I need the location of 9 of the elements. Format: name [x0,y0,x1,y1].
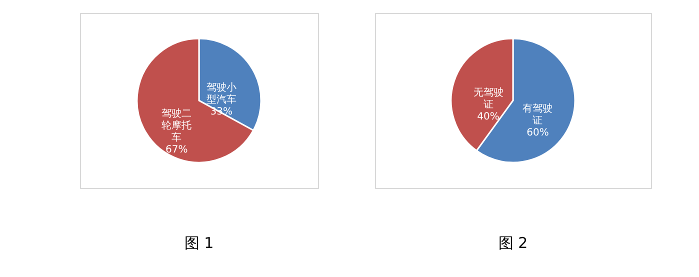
data-label: 60% [526,128,549,139]
data-label: 67% [166,144,188,156]
slice-label: 驾驶二轮摩托车 [162,108,192,144]
data-label: 40% [477,111,500,122]
caption: 图 1 [184,234,214,252]
slice-label: 无驾驶证 [473,86,504,110]
slice-label: 有驾驶证 [522,102,553,127]
slice-label: 驾驶小型汽车 [206,81,236,106]
caption: 图 2 [498,234,528,252]
